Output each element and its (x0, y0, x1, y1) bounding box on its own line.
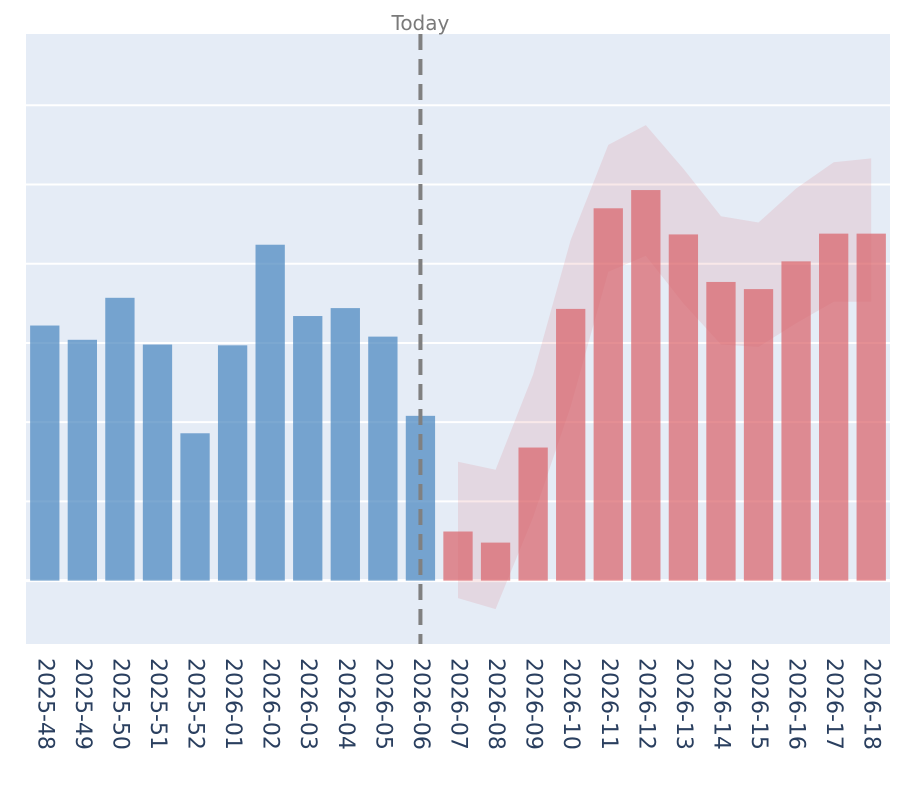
bar-2026-17 (819, 233, 849, 581)
x-tick-label: 2026-04 (333, 658, 358, 750)
bar-2026-13 (668, 234, 699, 581)
forecast-interval (458, 125, 872, 610)
today-label: Today (391, 11, 450, 35)
bar-2026-09 (518, 447, 548, 581)
x-tick-label: 2026-11 (596, 658, 621, 750)
x-tick-label: 2026-05 (370, 658, 395, 750)
bar-2025-51 (142, 344, 173, 581)
x-tick-label: 2025-52 (183, 658, 208, 750)
x-tick-label: 2026-01 (220, 658, 245, 750)
x-tick-label: 2026-10 (558, 658, 583, 750)
x-tick-label: 2026-16 (784, 658, 809, 750)
x-tick-label: 2026-02 (258, 658, 283, 750)
x-tick-label: 2026-03 (295, 658, 320, 750)
x-tick-label: 2026-18 (859, 658, 884, 750)
bar-2025-50 (105, 297, 135, 581)
x-tick-label: 2025-48 (32, 658, 57, 750)
bar-2026-02 (255, 244, 285, 581)
x-tick-label: 2026-07 (446, 658, 471, 750)
bar-2026-01 (217, 345, 248, 581)
today-marker: Today (391, 11, 450, 644)
x-tick-label: 2026-17 (821, 658, 846, 750)
bar-2026-14 (706, 281, 736, 581)
x-tick-label: 2026-08 (483, 658, 508, 750)
bar-2026-16 (781, 261, 811, 581)
x-tick-label: 2025-51 (145, 658, 170, 750)
x-tick-label: 2026-14 (708, 658, 733, 750)
bar-2026-08 (480, 542, 511, 581)
x-tick-label: 2026-12 (633, 658, 658, 750)
bar-2025-49 (67, 339, 97, 581)
interval-band (458, 125, 872, 610)
bar-2026-05 (368, 336, 398, 581)
x-axis-ticks: 2025-48 2025-49 2025-50 2025-51 2025-52 2026-… (32, 658, 883, 750)
bar-2026-03 (293, 316, 323, 581)
bar-2026-04 (330, 308, 360, 581)
x-tick-label: 2026-15 (746, 658, 771, 750)
bars (30, 190, 886, 581)
x-tick-label: 2026-06 (408, 658, 433, 750)
x-tick-label: 2025-49 (70, 658, 95, 750)
bar-2026-11 (593, 208, 623, 581)
bar-2026-07 (443, 531, 473, 581)
bar-2025-52 (180, 433, 210, 581)
bar-2026-12 (631, 190, 661, 581)
x-tick-label: 2025-50 (107, 658, 132, 750)
bar-2026-10 (556, 308, 586, 581)
x-tick-label: 2026-13 (671, 658, 696, 750)
bar-2026-15 (743, 289, 774, 581)
bar-2026-18 (856, 233, 886, 581)
bar-2025-48 (30, 325, 60, 581)
x-tick-label: 2026-09 (521, 658, 546, 750)
